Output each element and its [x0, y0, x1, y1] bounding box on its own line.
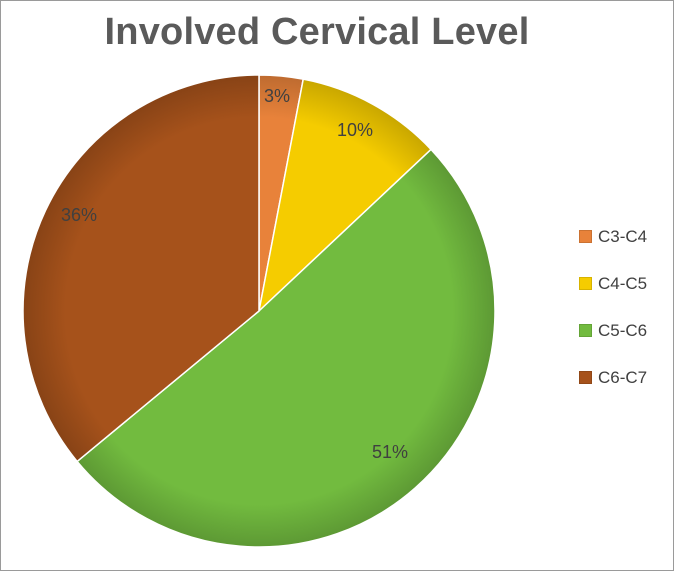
legend-swatch: [579, 230, 592, 243]
legend-label: C3-C4: [598, 226, 648, 246]
legend-item-c5-c6: C5-C6: [579, 319, 647, 342]
chart-legend: C3-C4 C4-C5 C5-C6 C6-C7: [579, 225, 647, 413]
pie-slice-c5-c6: [76, 148, 496, 548]
legend-item-c4-c5: C4-C5: [579, 272, 647, 295]
chart-title: Involved Cervical Level: [104, 11, 530, 53]
legend-swatch: [579, 324, 592, 337]
pie-slice-c6-c7: [22, 74, 260, 463]
legend-item-c3-c4: C3-C4: [579, 225, 647, 248]
pie-slice-c4-c5: [257, 78, 433, 314]
legend-label: C5-C6: [598, 320, 648, 340]
legend-swatch: [579, 371, 592, 384]
data-label-c6-c7: 36%: [61, 205, 97, 225]
legend-label: C6-C7: [598, 367, 648, 387]
data-label-c3-c4: 3%: [264, 86, 290, 106]
legend-swatch: [579, 277, 592, 290]
data-label-c5-c6: 51%: [372, 442, 408, 462]
legend-label: C4-C5: [598, 273, 648, 293]
legend-item-c6-c7: C6-C7: [579, 366, 647, 389]
data-label-c4-c5: 10%: [337, 120, 373, 140]
